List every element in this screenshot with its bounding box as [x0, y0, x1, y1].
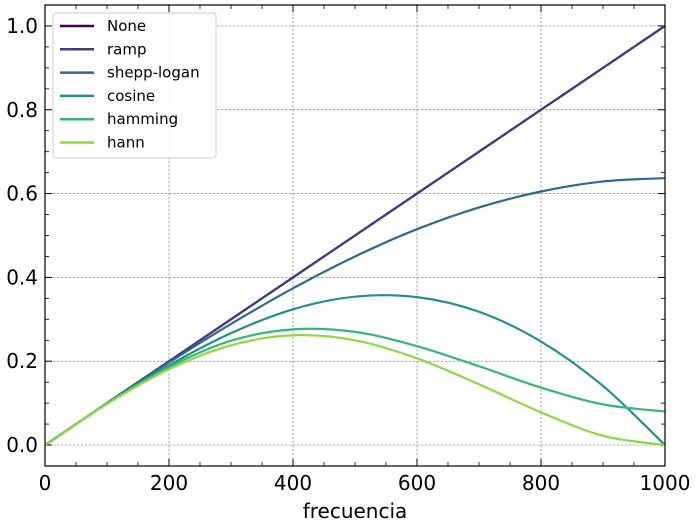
x-tick-label: 600 — [398, 471, 436, 495]
x-axis-label: frecuencia — [303, 499, 408, 523]
series-line-cosine — [44, 294, 666, 446]
series-lines — [44, 25, 666, 447]
x-tick-label: 1000 — [640, 471, 691, 495]
series-line-shepp-logan — [44, 176, 666, 446]
grid — [45, 5, 665, 466]
x-tick-label: 400 — [274, 471, 312, 495]
legend-label-ramp: ramp — [107, 40, 147, 58]
y-tick-label: 1.0 — [6, 14, 38, 38]
y-tick-label: 0.2 — [6, 349, 38, 373]
x-tick-label: 800 — [522, 471, 560, 495]
y-tick-label: 0.8 — [6, 98, 38, 122]
y-tick-label: 0.0 — [6, 433, 38, 457]
legend-label-none: None — [107, 17, 146, 35]
x-tick-label: 200 — [150, 471, 188, 495]
y-tick-label: 0.4 — [6, 265, 38, 289]
legend: None ramp shepp-logan cosine hamming hann — [52, 12, 217, 159]
legend-label-hann: hann — [107, 134, 145, 152]
tick-labels: 0 200 400 600 800 1000 0.0 0.2 0.4 0.6 0.8 1.0 — [6, 14, 690, 495]
x-tick-label: 0 — [39, 471, 52, 495]
y-tick-label: 0.6 — [6, 182, 38, 206]
legend-label-cosine: cosine — [107, 87, 155, 105]
axis-ticks — [44, 4, 666, 467]
legend-label-shepp-logan: shepp-logan — [107, 64, 200, 82]
plot-frame — [44, 4, 666, 467]
legend-label-hamming: hamming — [107, 110, 178, 128]
series-line-hamming — [44, 327, 666, 446]
series-line-hann — [44, 333, 666, 447]
